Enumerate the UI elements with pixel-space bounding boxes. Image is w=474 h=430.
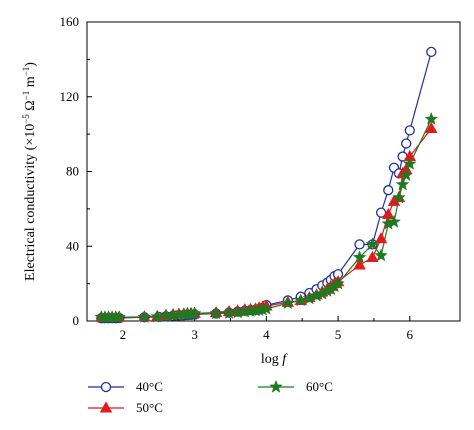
data-point — [392, 190, 406, 204]
x-tick-label: 2 — [120, 327, 127, 342]
data-point — [365, 237, 380, 251]
data-point — [280, 296, 295, 310]
data-point — [331, 276, 345, 290]
y-tick-label: 120 — [60, 89, 80, 104]
series-markers — [94, 46, 439, 324]
data-point — [374, 232, 388, 244]
series-line — [101, 118, 432, 318]
legend-marker — [99, 401, 113, 413]
x-tick-label: 3 — [191, 327, 198, 342]
y-tick-label: 40 — [66, 238, 79, 253]
axis-ticks: 2 3 4 5 6 0 40 80 120 160 — [60, 14, 414, 342]
data-point — [352, 250, 367, 264]
data-point — [259, 301, 274, 315]
data-point — [401, 138, 412, 149]
data-point — [353, 258, 366, 270]
legend-marker — [100, 381, 112, 393]
y-tick-label: 80 — [66, 164, 79, 179]
legend-label: 60°C — [306, 379, 333, 394]
data-point — [387, 214, 401, 228]
series-lines — [101, 51, 432, 319]
y-axis-title: Electrical conductivity (×10−5 Ω−1 m−1) — [21, 62, 38, 281]
x-tick-label: 6 — [407, 327, 414, 342]
data-point — [395, 177, 410, 191]
data-point — [399, 168, 414, 182]
legend-label: 50°C — [136, 400, 163, 415]
x-tick-label: 5 — [335, 327, 342, 342]
data-point — [374, 248, 388, 262]
legend-marker — [269, 379, 283, 393]
legend-label: 40°C — [136, 379, 163, 394]
series-line — [101, 51, 432, 319]
data-point — [209, 306, 223, 320]
data-point — [402, 156, 417, 170]
x-tick-label: 4 — [263, 327, 270, 342]
data-point — [424, 111, 439, 126]
data-point — [383, 185, 394, 196]
data-point — [137, 310, 152, 324]
data-point — [354, 239, 365, 250]
legend: 40°C 50°C 60°C — [88, 379, 333, 415]
data-point — [425, 121, 438, 134]
data-point — [375, 207, 387, 218]
y-tick-label: 0 — [73, 313, 80, 328]
data-point — [366, 250, 379, 262]
data-point — [187, 306, 202, 320]
y-tick-label: 160 — [60, 14, 80, 29]
data-point — [426, 46, 437, 58]
series-line — [101, 128, 432, 318]
x-axis-title: log f — [261, 352, 288, 367]
data-point — [404, 125, 415, 136]
data-point — [112, 310, 127, 324]
